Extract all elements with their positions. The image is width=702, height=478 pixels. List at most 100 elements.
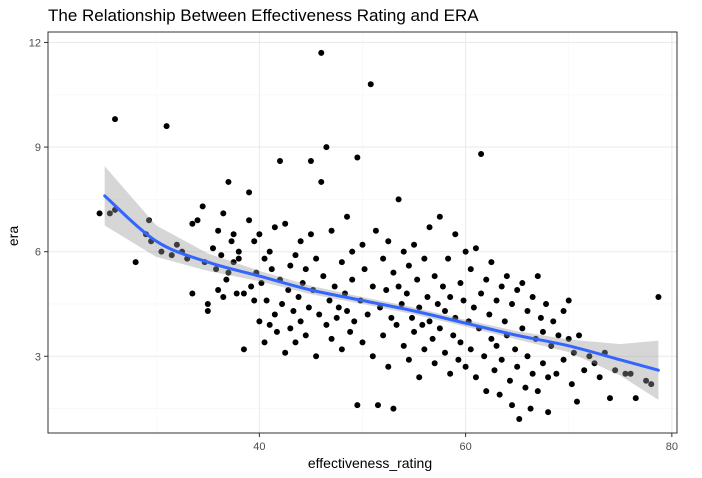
data-point (225, 269, 232, 276)
y-tick-label: 9 (35, 142, 41, 154)
data-point (377, 304, 384, 311)
data-point (390, 269, 397, 276)
data-point (282, 220, 289, 227)
data-point (539, 328, 546, 335)
data-point (318, 178, 325, 185)
data-point (354, 402, 361, 409)
data-point (414, 276, 421, 283)
data-point (204, 307, 211, 314)
data-point (431, 273, 438, 280)
data-point (246, 189, 253, 196)
data-point (372, 227, 379, 234)
data-point (307, 231, 314, 238)
data-point (323, 144, 330, 151)
data-point (573, 398, 580, 405)
data-point (347, 328, 354, 335)
data-point (220, 210, 227, 217)
data-point (534, 388, 541, 395)
data-point (273, 328, 280, 335)
data-point (328, 227, 335, 234)
data-point (398, 300, 405, 307)
data-point (251, 297, 258, 304)
data-point (519, 325, 526, 332)
data-point (457, 339, 464, 346)
data-point (411, 241, 418, 248)
data-point (539, 360, 546, 367)
data-point (354, 154, 361, 161)
data-point (627, 370, 634, 377)
grid-lines (48, 32, 677, 433)
data-point (266, 321, 273, 328)
data-point (447, 294, 454, 301)
data-point (369, 353, 376, 360)
data-point (240, 290, 247, 297)
data-point (498, 356, 505, 363)
data-point (408, 314, 415, 321)
data-point (478, 151, 485, 158)
data-point (246, 217, 253, 224)
data-point (483, 276, 490, 283)
data-point (297, 318, 304, 325)
data-point (462, 363, 469, 370)
data-point (529, 294, 536, 301)
data-point (405, 262, 412, 269)
data-point (643, 377, 650, 384)
data-point (302, 332, 309, 339)
data-point (586, 353, 593, 360)
data-point (323, 321, 330, 328)
data-point (338, 259, 345, 266)
data-point (429, 335, 436, 342)
data-point (287, 262, 294, 269)
data-point (596, 374, 603, 381)
data-point (326, 297, 333, 304)
y-axis-ticks: 3 6 9 12 (29, 37, 48, 363)
data-point (403, 290, 410, 297)
data-point (351, 318, 358, 325)
data-point (96, 210, 103, 217)
data-point (426, 224, 433, 231)
data-point (307, 158, 314, 165)
data-point (493, 297, 500, 304)
data-point (565, 297, 572, 304)
data-point (297, 238, 304, 245)
data-point (514, 287, 521, 294)
data-point (570, 349, 577, 356)
data-point (364, 311, 371, 318)
data-point (290, 307, 297, 314)
data-point (313, 353, 320, 360)
data-point (388, 314, 395, 321)
x-tick-label: 40 (253, 441, 265, 453)
data-point (509, 300, 516, 307)
data-point (527, 405, 534, 412)
data-point (434, 300, 441, 307)
data-point (218, 252, 225, 259)
data-point (320, 273, 327, 280)
data-point (488, 335, 495, 342)
data-point (545, 374, 552, 381)
data-point (256, 318, 263, 325)
data-point (261, 255, 268, 262)
data-point (328, 335, 335, 342)
data-point (271, 311, 278, 318)
data-point (467, 346, 474, 353)
data-point (233, 290, 240, 297)
data-point (374, 402, 381, 409)
data-point (189, 220, 196, 227)
data-point (486, 311, 493, 318)
data-point (266, 248, 273, 255)
data-point (400, 342, 407, 349)
data-point (230, 259, 237, 266)
data-point (369, 283, 376, 290)
data-point (380, 255, 387, 262)
data-point (450, 332, 457, 339)
data-point (447, 370, 454, 377)
data-point (606, 395, 613, 402)
data-point (132, 259, 139, 266)
data-point (204, 300, 211, 307)
data-point (612, 367, 619, 374)
data-point (462, 248, 469, 255)
data-point (240, 346, 247, 353)
data-point (163, 123, 170, 130)
data-point (503, 273, 510, 280)
plot-panel (47, 31, 678, 434)
